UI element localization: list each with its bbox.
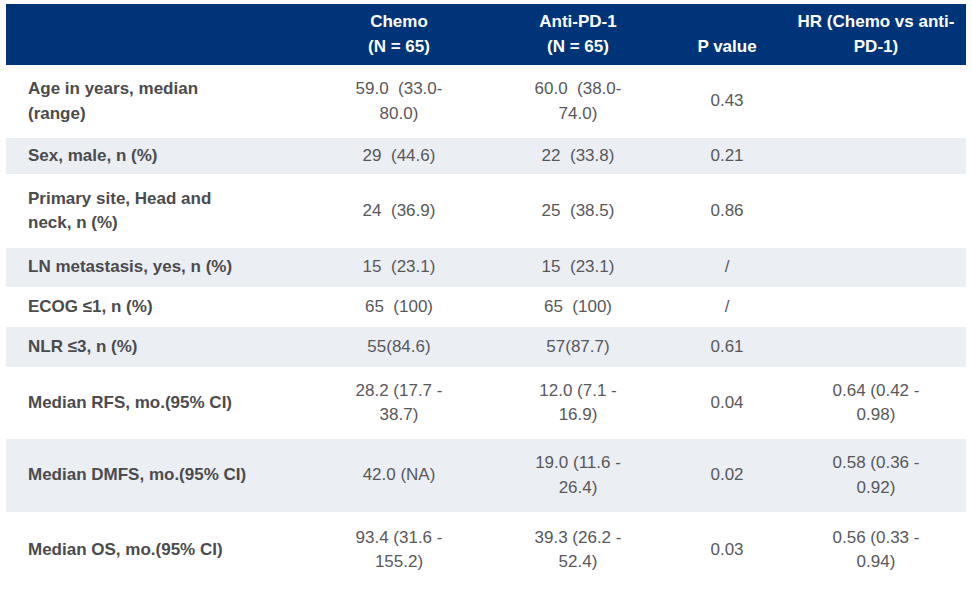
chemo-value: 24 (36.9) bbox=[310, 174, 488, 248]
hr-value bbox=[786, 65, 966, 138]
row-label: NLR ≤3, n (%) bbox=[6, 327, 310, 367]
chemo-value: 59.0 (33.0- 80.0) bbox=[310, 65, 488, 138]
table-row-nlr: NLR ≤3, n (%) 55(84.6) 57(87.7) 0.61 bbox=[6, 327, 966, 367]
column-header-hr: HR (Chemo vs anti- PD-1) bbox=[786, 4, 966, 65]
table-row-median-rfs: Median RFS, mo.(95% CI) 28.2 (17.7 - 38.… bbox=[6, 367, 966, 439]
column-header-characteristic bbox=[6, 4, 310, 65]
row-label: Sex, male, n (%) bbox=[6, 138, 310, 174]
table-row-age: Age in years, median (range) 59.0 (33.0-… bbox=[6, 65, 966, 138]
chemo-value: 15 (23.1) bbox=[310, 248, 488, 287]
chemo-value: 29 (44.6) bbox=[310, 138, 488, 174]
anti-pd1-value: 25 (38.5) bbox=[488, 174, 668, 248]
p-value: / bbox=[668, 287, 786, 327]
p-value: 0.04 bbox=[668, 367, 786, 439]
table-header-row: Chemo (N = 65) Anti-PD-1 (N = 65) P valu… bbox=[6, 4, 966, 65]
table-row-ecog: ECOG ≤1, n (%) 65 (100) 65 (100) / bbox=[6, 287, 966, 327]
row-label: Age in years, median (range) bbox=[6, 65, 310, 138]
hr-value: 0.58 (0.36 - 0.92) bbox=[786, 439, 966, 512]
row-label: Median OS, mo.(95% CI) bbox=[6, 512, 310, 588]
hr-value: 0.64 (0.42 - 0.98) bbox=[786, 367, 966, 439]
row-label: LN metastasis, yes, n (%) bbox=[6, 248, 310, 287]
row-label: Median RFS, mo.(95% CI) bbox=[6, 367, 310, 439]
column-header-p-value: P value bbox=[668, 4, 786, 65]
hr-value: 0.56 (0.33 - 0.94) bbox=[786, 512, 966, 588]
table-row-primary-site: Primary site, Head and neck, n (%) 24 (3… bbox=[6, 174, 966, 248]
anti-pd1-value: 60.0 (38.0- 74.0) bbox=[488, 65, 668, 138]
p-value: / bbox=[668, 248, 786, 287]
table-row-sex: Sex, male, n (%) 29 (44.6) 22 (33.8) 0.2… bbox=[6, 138, 966, 174]
p-value: 0.03 bbox=[668, 512, 786, 588]
p-value: 0.02 bbox=[668, 439, 786, 512]
chemo-value: 42.0 (NA) bbox=[310, 439, 488, 512]
table-row-median-dmfs: Median DMFS, mo.(95% CI) 42.0 (NA) 19.0 … bbox=[6, 439, 966, 512]
page: Chemo (N = 65) Anti-PD-1 (N = 65) P valu… bbox=[0, 0, 972, 589]
anti-pd1-value: 22 (33.8) bbox=[488, 138, 668, 174]
hr-value bbox=[786, 287, 966, 327]
column-header-anti-pd1: Anti-PD-1 (N = 65) bbox=[488, 4, 668, 65]
chemo-value: 65 (100) bbox=[310, 287, 488, 327]
row-label: Median DMFS, mo.(95% CI) bbox=[6, 439, 310, 512]
anti-pd1-value: 65 (100) bbox=[488, 287, 668, 327]
hr-value bbox=[786, 248, 966, 287]
anti-pd1-value: 39.3 (26.2 - 52.4) bbox=[488, 512, 668, 588]
row-label: Primary site, Head and neck, n (%) bbox=[6, 174, 310, 248]
hr-value bbox=[786, 174, 966, 248]
anti-pd1-value: 12.0 (7.1 - 16.9) bbox=[488, 367, 668, 439]
chemo-value: 55(84.6) bbox=[310, 327, 488, 367]
comparison-table: Chemo (N = 65) Anti-PD-1 (N = 65) P valu… bbox=[6, 4, 966, 588]
p-value: 0.21 bbox=[668, 138, 786, 174]
anti-pd1-value: 57(87.7) bbox=[488, 327, 668, 367]
hr-value bbox=[786, 138, 966, 174]
chemo-value: 28.2 (17.7 - 38.7) bbox=[310, 367, 488, 439]
hr-value bbox=[786, 327, 966, 367]
anti-pd1-value: 19.0 (11.6 - 26.4) bbox=[488, 439, 668, 512]
anti-pd1-value: 15 (23.1) bbox=[488, 248, 668, 287]
row-label: ECOG ≤1, n (%) bbox=[6, 287, 310, 327]
p-value: 0.61 bbox=[668, 327, 786, 367]
p-value: 0.86 bbox=[668, 174, 786, 248]
column-header-chemo: Chemo (N = 65) bbox=[310, 4, 488, 65]
table-row-median-os: Median OS, mo.(95% CI) 93.4 (31.6 - 155.… bbox=[6, 512, 966, 588]
table-row-ln-metastasis: LN metastasis, yes, n (%) 15 (23.1) 15 (… bbox=[6, 248, 966, 287]
p-value: 0.43 bbox=[668, 65, 786, 138]
chemo-value: 93.4 (31.6 - 155.2) bbox=[310, 512, 488, 588]
